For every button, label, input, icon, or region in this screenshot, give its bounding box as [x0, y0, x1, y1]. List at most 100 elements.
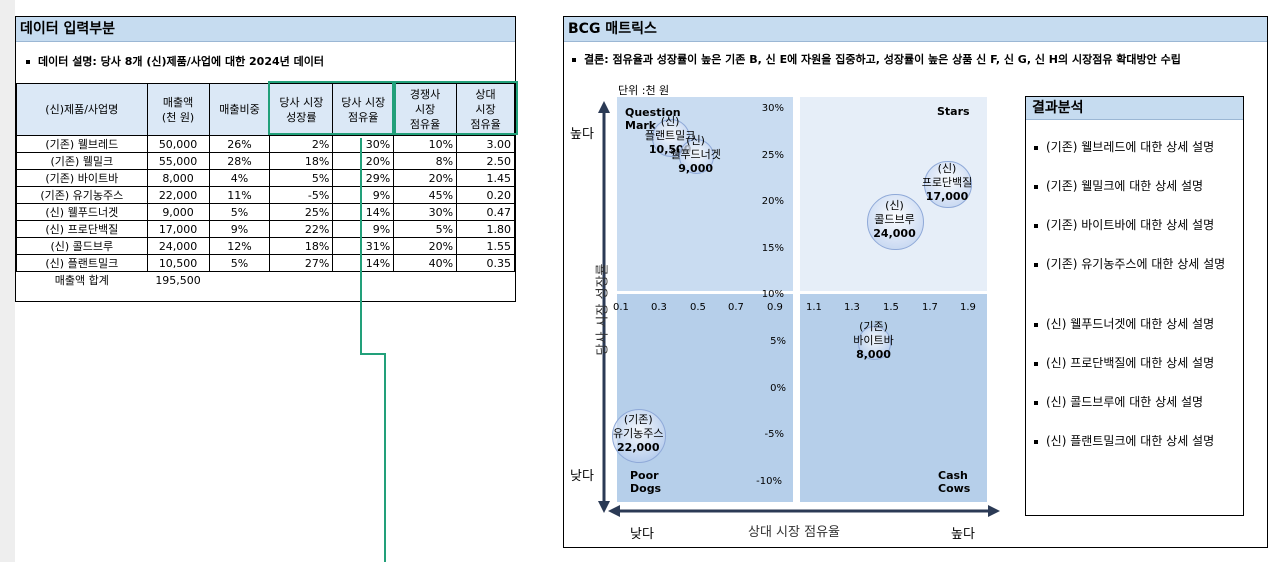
label-question-mark: Question Mark — [625, 106, 681, 132]
quadrant-question-mark — [617, 97, 793, 291]
table-cell: 27% — [269, 254, 334, 272]
total-label: 매출액 합계 — [54, 274, 109, 287]
table-cell: 17,000 — [146, 220, 210, 238]
x-tick-label: 0.3 — [651, 302, 667, 313]
bullet-icon — [572, 58, 576, 62]
bubble-point — [867, 193, 924, 251]
bubble-value: 17,000 — [925, 189, 969, 203]
table-cell: 9% — [332, 186, 395, 204]
y-tick-label: 15% — [761, 242, 784, 254]
table-row: (기존) 유기농주스 22,000 11% -5% 9% 45% 0.20 — [16, 186, 515, 204]
table-cell: 5% — [208, 203, 271, 221]
data-table: (신)제품/사업명 매출액 (천 원) 매출비중 당사 시장 성장률 당사 시장 점유율… — [16, 83, 515, 288]
table-cell: 4% — [208, 169, 271, 187]
x-tick-label: 0.1 — [613, 302, 629, 313]
bubble-label: (기존) 유기농주스 22,000 — [613, 413, 664, 455]
table-row: (신) 플랜트밀크 10,500 5% 27% 14% 40% 0.35 — [16, 254, 515, 272]
y-tick-label: 10% — [761, 289, 784, 301]
bubble-point — [857, 326, 892, 360]
conclusion-text: 결론: 점유율과 성장률이 높은 기존 B, 신 E에 자원을 집중하고, 성장… — [584, 53, 1181, 66]
table-cell: 5% — [269, 169, 334, 187]
result-item-text: (신) 프로단백질에 대한 상세 설명 — [1046, 356, 1215, 370]
table-cell: 2.50 — [456, 152, 515, 170]
y-tick-label: -10% — [756, 475, 782, 487]
table-cell: (신) 프로단백질 — [16, 220, 148, 238]
table-cell: 20% — [393, 237, 458, 255]
table-cell: 9% — [208, 220, 271, 238]
table-cell: 29% — [332, 169, 395, 187]
bubble-value: 24,000 — [873, 226, 916, 240]
connector-line — [360, 138, 362, 354]
table-cell: (신) 콜드브루 — [16, 237, 148, 255]
table-cell: 9% — [332, 220, 395, 238]
table-header-cell: 경쟁사 시장 점유율 — [393, 83, 458, 136]
bubble-label-line1: (기존) — [623, 413, 653, 427]
bubble-label-line1: (신) — [937, 161, 957, 175]
bcg-matrix-panel: BCG 매트릭스 결론: 점유율과 성장률이 높은 기존 B, 신 E에 자원을… — [563, 16, 1268, 548]
table-row: (기존) 바이트바 8,000 4% 5% 29% 20% 1.45 — [16, 169, 515, 187]
y-tick-label: 25% — [761, 149, 784, 161]
table-cell: 9,000 — [146, 203, 210, 221]
bubble-point — [924, 160, 972, 209]
growth-share-highlight — [268, 81, 394, 135]
table-cell: 0.35 — [456, 254, 515, 272]
table-header-cell: 상대 시장 점유율 — [456, 83, 515, 136]
table-cell: 14% — [332, 203, 395, 221]
bullet-icon — [1034, 184, 1038, 189]
table-cell: 18% — [269, 237, 334, 255]
table-cell: 22,000 — [146, 186, 210, 204]
y-axis-low: 낮다 — [570, 469, 594, 484]
table-cell: 55,000 — [146, 152, 210, 170]
unit-label: 단위 :천 원 — [618, 84, 670, 97]
bubble-label-line1: (신) — [660, 114, 680, 128]
bullet-icon — [1034, 145, 1038, 150]
data-description-text: 데이터 설명: 당사 8개 (신)제품/사업에 대한 2024년 데이터 — [38, 55, 324, 68]
y-tick-label: 20% — [761, 196, 784, 208]
left-margin-bar — [0, 0, 15, 562]
table-cell: 11% — [208, 186, 271, 204]
data-input-panel: 데이터 입력부분 데이터 설명: 당사 8개 (신)제품/사업에 대한 2024… — [15, 16, 518, 302]
bubble-label-line2: 콜드브루 — [874, 212, 915, 226]
quadrant-cash-cows — [800, 294, 987, 502]
bubble-value: 9,000 — [678, 161, 714, 175]
table-cell: 20% — [332, 152, 395, 170]
y-axis-label: 당사 시장 성장률 — [595, 263, 611, 356]
result-item-text: (신) 콜드브루에 대한 상세 설명 — [1046, 395, 1204, 409]
table-cell: 5% — [393, 220, 458, 238]
table-header-cell: 당사 시장 점유율 — [332, 83, 395, 136]
result-item-text: (기존) 바이트바에 대한 상세 설명 — [1046, 218, 1215, 232]
total-value: 195,500 — [155, 273, 201, 287]
table-header-cell: 매출액 (천 원) — [146, 83, 210, 136]
x-tick-label: 1.1 — [806, 302, 822, 313]
x-tick-label: 0.5 — [690, 302, 706, 313]
data-input-title: 데이터 입력부분 — [16, 17, 515, 42]
table-row: (기존) 웰밀크 55,000 28% 18% 20% 8% 2.50 — [16, 152, 515, 170]
table-header-cell: 당사 시장 성장률 — [269, 83, 334, 136]
y-tick-label: -5% — [764, 429, 784, 441]
result-item: (기존) 바이트바에 대한 상세 설명 — [1034, 215, 1234, 235]
table-cell: (신) 플랜트밀크 — [16, 254, 148, 272]
table-cell: 1.55 — [456, 237, 515, 255]
bubble-label-line2: 웰푸드너겟 — [670, 147, 721, 161]
table-cell: 25% — [269, 203, 334, 221]
y-tick-label: 5% — [770, 336, 786, 347]
result-item-text: (신) 웰푸드너겟에 대한 상세 설명 — [1046, 317, 1215, 331]
table-cell: 28% — [208, 152, 271, 170]
table-cell: 0.47 — [456, 203, 515, 221]
bubble-value: 8,000 — [856, 348, 891, 362]
result-title: 결과분석 — [1026, 97, 1243, 120]
x-tick-label: 0.9 — [767, 302, 783, 313]
table-row: (기존) 웰브레드 50,000 26% 2% 30% 10% 3.00 — [16, 135, 515, 153]
table-cell: (기존) 유기농주스 — [16, 186, 148, 204]
x-axis-label: 상대 시장 점유율 — [748, 525, 840, 540]
bubble-label-line2: 바이트바 — [853, 334, 894, 348]
total-row: 매출액 합계 195,500 — [17, 272, 515, 289]
x-axis-high: 높다 — [951, 527, 975, 542]
table-cell: 30% — [332, 135, 395, 153]
bullet-icon — [1034, 322, 1038, 327]
table-cell: 45% — [393, 186, 458, 204]
conclusion: 결론: 점유율과 성장률이 높은 기존 B, 신 E에 자원을 집중하고, 성장… — [572, 51, 1181, 67]
table-cell: 12% — [208, 237, 271, 255]
table-cell: 1.45 — [456, 169, 515, 187]
x-tick-label: 1.5 — [883, 302, 899, 313]
